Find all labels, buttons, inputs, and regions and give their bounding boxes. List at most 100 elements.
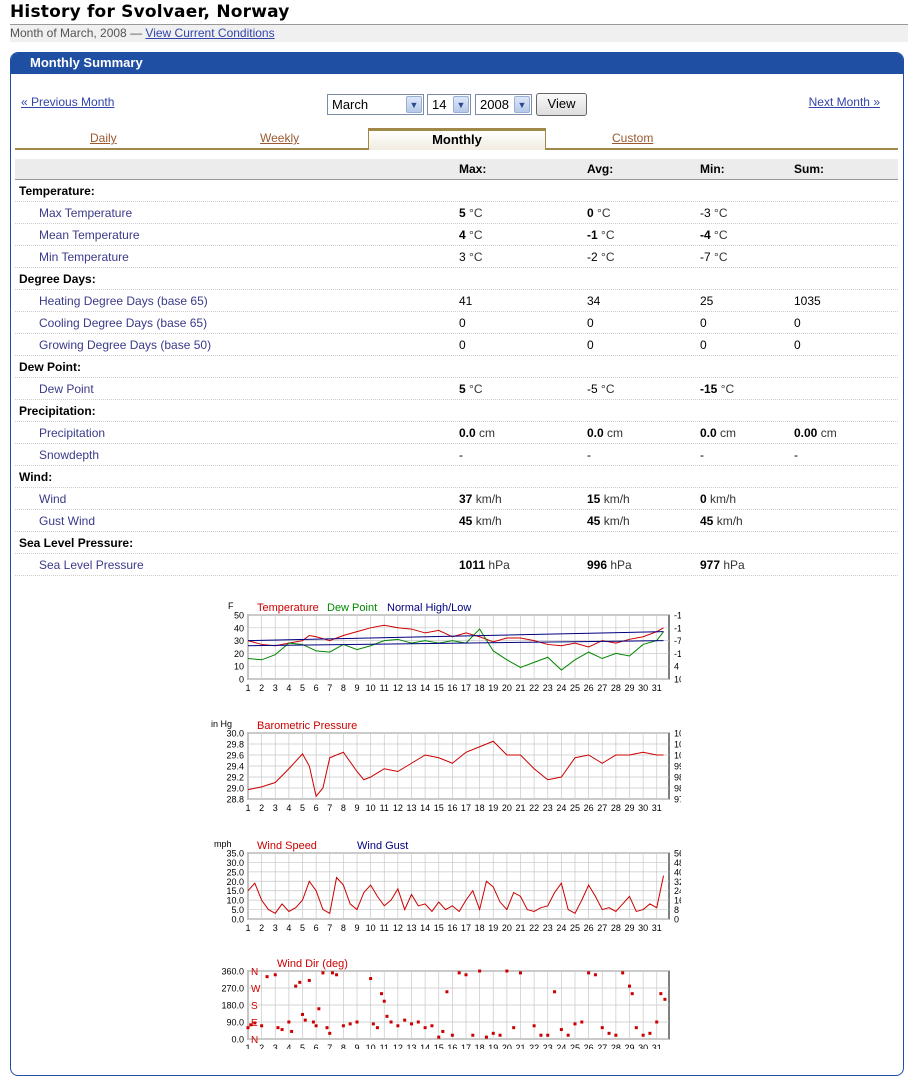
view-current-conditions-link[interactable]: View Current Conditions <box>145 26 275 40</box>
x-tick-label: 22 <box>529 1043 539 1049</box>
data-point <box>484 1035 488 1039</box>
cell-unit: km/h <box>603 492 630 506</box>
column-header-max: Max: <box>459 162 487 176</box>
year-select[interactable]: 2008 ▼ <box>475 94 532 115</box>
data-point <box>627 984 631 988</box>
section-row: Degree Days: <box>15 268 898 290</box>
y-tick-label: 29.6 <box>226 751 244 761</box>
data-point <box>512 1026 516 1030</box>
y-tick-label: 90.0 <box>226 1018 244 1028</box>
y-right-tick-label: 48 <box>674 858 681 868</box>
x-tick-label: 23 <box>543 683 553 693</box>
data-point <box>573 1022 577 1026</box>
section-row: Wind: <box>15 466 898 488</box>
table-cell: -3 °C <box>700 206 727 220</box>
table-cell: - <box>459 448 463 462</box>
table-cell: 0 km/h <box>700 492 736 506</box>
month-select[interactable]: March ▼ <box>327 94 424 115</box>
row-label: Dew Point <box>39 382 94 396</box>
x-tick-label: 5 <box>300 1043 305 1049</box>
data-point <box>314 1024 318 1028</box>
cell-unit: °C <box>720 382 735 396</box>
cell-value: - <box>794 448 798 462</box>
data-point <box>409 1022 413 1026</box>
legend-entry: Wind Gust <box>357 840 408 852</box>
table-row: Snowdepth - - - - <box>15 444 898 466</box>
x-tick-label: 4 <box>286 1043 291 1049</box>
data-point <box>437 1035 441 1039</box>
cell-unit: °C <box>601 228 615 242</box>
y-tick-label: 25.0 <box>226 867 244 877</box>
cell-value: 0 <box>700 316 707 330</box>
x-tick-label: 14 <box>420 803 430 813</box>
tab-custom[interactable]: Custom <box>612 131 654 145</box>
x-tick-label: 21 <box>515 683 525 693</box>
data-point <box>396 1024 400 1028</box>
cell-unit: °C <box>601 382 615 396</box>
previous-month-link[interactable]: « Previous Month <box>21 95 115 109</box>
next-month-link[interactable]: Next Month » <box>808 95 880 109</box>
cell-unit: km/h <box>603 514 630 528</box>
section-label: Temperature: <box>19 184 95 198</box>
month-select-value: March <box>332 97 369 112</box>
table-row: Growing Degree Days (base 50) 0 0 0 0 <box>15 334 898 356</box>
x-tick-label: 25 <box>570 683 580 693</box>
tab-daily[interactable]: Daily <box>90 131 117 145</box>
y-right-tick-label: 24 <box>674 886 681 896</box>
compass-label: N <box>251 1035 258 1046</box>
x-tick-label: 22 <box>529 683 539 693</box>
cell-value: 0 <box>459 316 466 330</box>
summary-table: Max: Avg: Min: Sum: Temperature: Max Temp… <box>15 159 898 576</box>
tab-weekly[interactable]: Weekly <box>260 131 300 145</box>
cell-unit: hPa <box>723 558 745 572</box>
y-tick-label: 30.0 <box>226 858 244 868</box>
x-tick-label: 1 <box>245 803 250 813</box>
y-tick-label: 20.0 <box>226 877 244 887</box>
data-point <box>441 1029 445 1033</box>
left-unit-label: in Hg <box>211 719 232 729</box>
table-cell: 0 <box>794 316 801 330</box>
cell-value: - <box>700 448 704 462</box>
data-point <box>403 1018 407 1022</box>
section-row: Sea Level Pressure: <box>15 532 898 554</box>
table-cell: 0.0 cm <box>700 426 736 440</box>
x-tick-label: 4 <box>286 803 291 813</box>
x-tick-label: 29 <box>624 803 634 813</box>
year-select-value: 2008 <box>480 97 509 112</box>
legend-entry: Temperature <box>257 602 319 614</box>
data-point <box>328 1031 332 1035</box>
x-tick-label: 6 <box>314 803 319 813</box>
y-tick-label: 10.0 <box>226 896 244 906</box>
data-point <box>330 971 334 975</box>
cell-value: 0.00 <box>794 426 818 440</box>
data-point <box>369 977 373 981</box>
x-tick-label: 3 <box>273 1043 278 1049</box>
table-cell: 45 km/h <box>587 514 630 528</box>
x-tick-label: 17 <box>461 683 471 693</box>
table-row: Gust Wind 45 km/h 45 km/h 45 km/h <box>15 510 898 532</box>
table-cell: - <box>587 448 591 462</box>
table-cell: 0 <box>794 338 801 352</box>
data-point <box>335 973 339 977</box>
tab-monthly[interactable]: Monthly <box>368 128 546 150</box>
day-select[interactable]: 14 ▼ <box>427 94 471 115</box>
data-point <box>559 1028 563 1032</box>
series-line <box>247 875 665 915</box>
data-point <box>546 1033 550 1037</box>
cell-value: 34 <box>587 294 601 308</box>
table-cell: -1 °C <box>587 228 614 242</box>
cell-unit: km/h <box>475 514 502 528</box>
table-row: Max Temperature 5 °C 0 °C -3 °C <box>15 202 898 224</box>
cell-unit: hPa <box>610 558 632 572</box>
x-tick-label: 13 <box>406 923 416 933</box>
x-tick-label: 6 <box>314 683 319 693</box>
x-tick-label: 31 <box>652 923 662 933</box>
x-tick-label: 28 <box>611 1043 621 1049</box>
x-tick-label: 27 <box>597 803 607 813</box>
x-tick-label: 3 <box>273 683 278 693</box>
data-point <box>273 973 277 977</box>
table-row: Dew Point 5 °C -5 °C -15 °C <box>15 378 898 400</box>
table-cell: - <box>794 448 798 462</box>
plot-area <box>247 614 670 680</box>
view-button[interactable]: View <box>536 93 587 116</box>
